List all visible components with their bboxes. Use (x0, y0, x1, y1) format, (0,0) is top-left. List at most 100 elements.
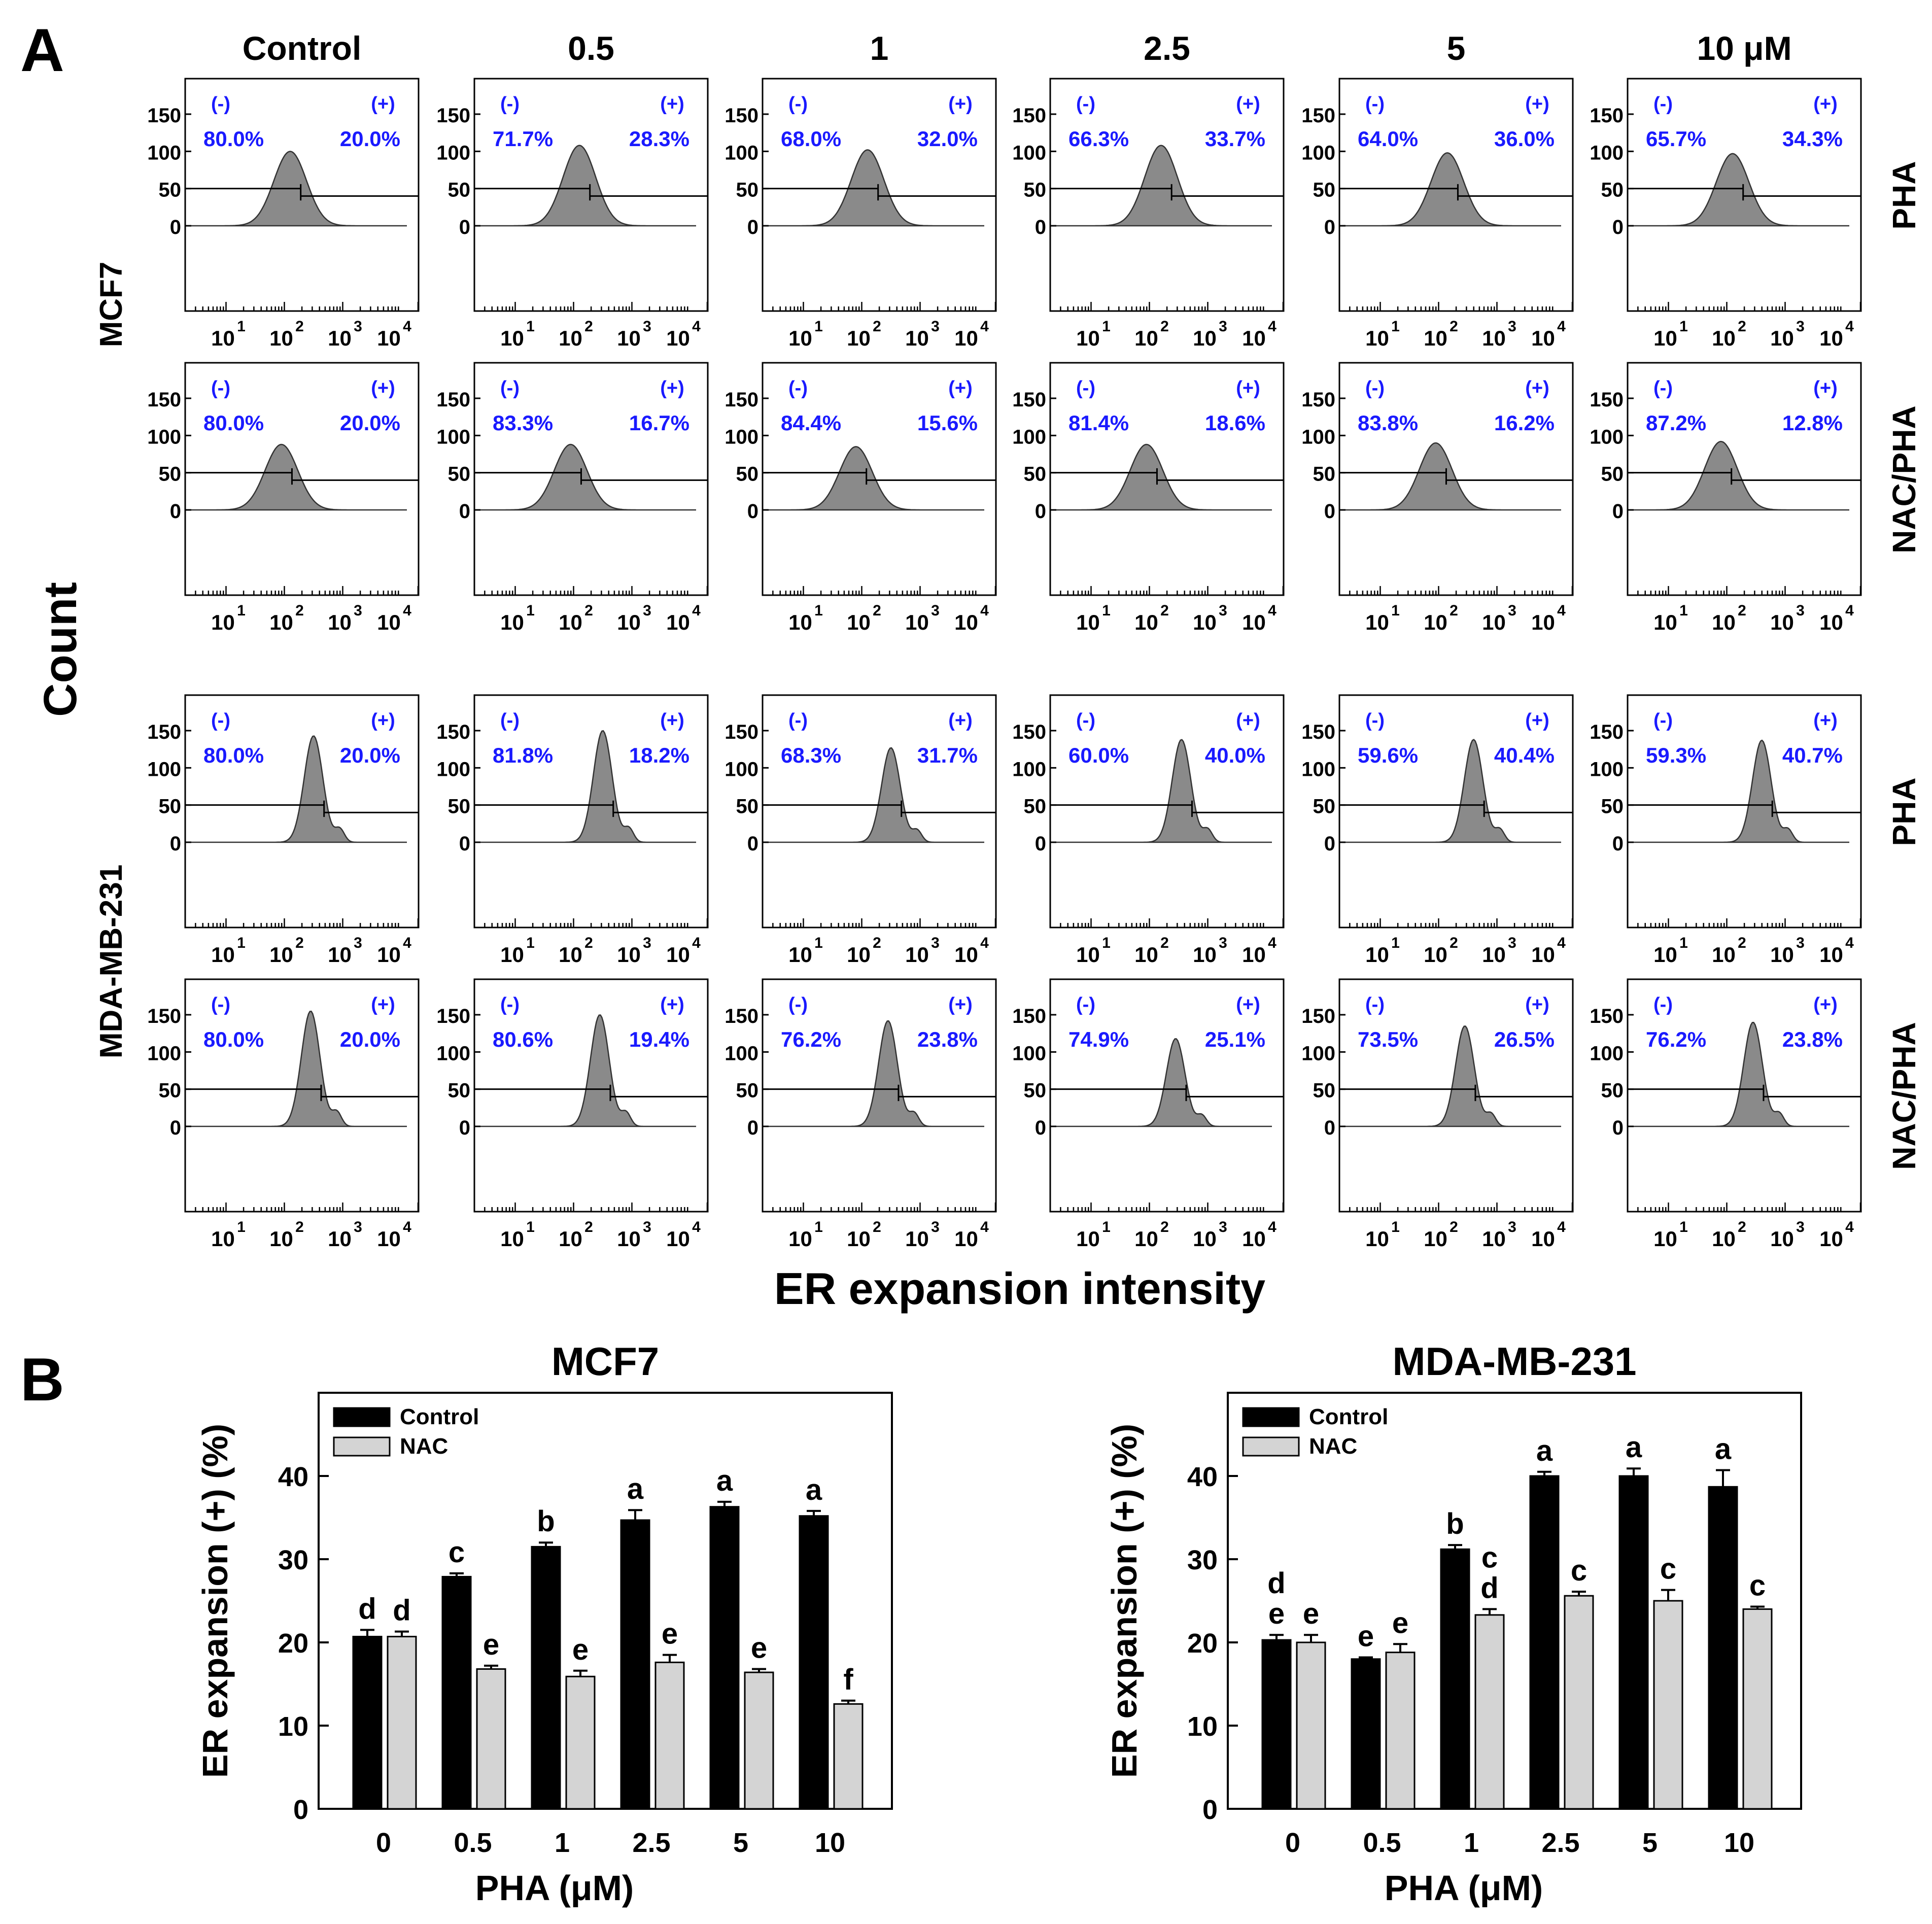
x-tick-label: 10 (269, 326, 293, 350)
x-tick-exponent: 4 (1845, 935, 1854, 951)
gate-positive-label: (+) (948, 994, 973, 1015)
y-tick-label: 0 (170, 216, 181, 238)
column-header: 1 (870, 29, 889, 67)
x-tick-exponent: 2 (295, 1219, 304, 1235)
x-tick-label: 10 (1076, 943, 1100, 967)
gate-positive-label: (+) (1525, 93, 1549, 115)
x-tick-exponent: 4 (980, 318, 989, 335)
x-tick-exponent: 1 (237, 318, 246, 335)
x-tick-label: 10 (211, 1227, 235, 1251)
y-tick-label: 100 (1012, 142, 1046, 164)
positive-percentage: 34.3% (1782, 127, 1843, 151)
x-tick-label: 10 (954, 943, 978, 967)
gate-negative-label: (-) (1076, 994, 1095, 1015)
significance-letter: c (1660, 1553, 1676, 1586)
x-tick-exponent: 2 (1450, 602, 1458, 619)
negative-percentage: 80.0% (203, 411, 264, 435)
x-tick-label: 10 (905, 610, 929, 634)
histogram-area (185, 735, 407, 843)
y-tick-label: 0 (1035, 500, 1046, 523)
x-tick-label: 10 (617, 610, 641, 634)
x-tick-exponent: 1 (526, 318, 535, 335)
y-tick-label: 50 (1313, 463, 1336, 486)
negative-percentage: 74.9% (1068, 1027, 1129, 1051)
histogram-area (1050, 443, 1272, 511)
row-label-mda-nac-pha: NAC/PHA (1886, 1022, 1922, 1170)
gate-negative-label: (-) (1076, 377, 1095, 399)
negative-percentage: 87.2% (1646, 411, 1706, 435)
negative-percentage: 65.7% (1646, 127, 1706, 151)
y-axis-title: ER expansion (+) (%) (1105, 1424, 1144, 1778)
x-tick-exponent: 1 (1679, 318, 1688, 335)
x-tick-label: 10 (1819, 1227, 1843, 1251)
y-tick-label: 50 (736, 179, 759, 201)
x-tick-label: 10 (1134, 326, 1158, 350)
positive-percentage: 20.0% (340, 127, 400, 151)
x-tick-exponent: 2 (1738, 1219, 1746, 1235)
y-tick-label: 100 (724, 426, 758, 448)
x-tick-exponent: 4 (980, 1219, 989, 1235)
gate-negative-label: (-) (500, 710, 520, 731)
bar-chart-title: MDA-MB-231 (1392, 1339, 1636, 1384)
y-tick-label: 0 (747, 216, 758, 238)
significance-letter: b (537, 1505, 555, 1538)
bar-nac (1385, 1652, 1416, 1810)
x-tick-label: 10 (905, 1227, 929, 1251)
gate-positive-label: (+) (1813, 710, 1838, 731)
x-tick-label: 10 (559, 326, 582, 350)
x-tick-exponent: 1 (1102, 935, 1111, 951)
negative-percentage: 71.7% (493, 127, 553, 151)
bar-control (1529, 1475, 1560, 1810)
y-tick-label: 0 (1324, 216, 1335, 238)
legend-swatch (1242, 1407, 1300, 1427)
bar-control (799, 1515, 829, 1810)
gate-negative-label: (-) (788, 994, 808, 1015)
x-tick-label: 10 (788, 943, 812, 967)
y-tick-label: 100 (147, 426, 181, 448)
histogram-area (1339, 1025, 1561, 1127)
x-tick-exponent: 4 (1557, 318, 1566, 335)
y-tick-label: 50 (159, 796, 182, 818)
x-tick-label: 10 (847, 326, 871, 350)
x-tick-exponent: 1 (1679, 935, 1688, 951)
x-tick-exponent: 4 (403, 935, 411, 951)
y-tick-label: 100 (1590, 1042, 1624, 1064)
x-tick-exponent: 1 (1391, 318, 1400, 335)
y-tick-label: 50 (1024, 463, 1047, 486)
x-tick-label: 10 (847, 610, 871, 634)
y-tick-label: 100 (1012, 1042, 1046, 1064)
y-tick-label: 0 (293, 1795, 308, 1825)
x-tick-label: 10 (1712, 326, 1736, 350)
negative-percentage: 60.0% (1068, 743, 1129, 767)
y-tick-label: 0 (1035, 833, 1046, 855)
significance-letter: c (1571, 1554, 1587, 1587)
x-tick-exponent: 2 (1450, 1219, 1458, 1235)
x-tick-exponent: 3 (1508, 935, 1516, 951)
x-tick-exponent: 2 (1738, 602, 1746, 619)
x-tick-exponent: 4 (403, 318, 411, 335)
y-tick-label: 150 (1012, 105, 1046, 127)
y-tick-label: 10 (1187, 1711, 1218, 1742)
negative-percentage: 80.0% (203, 127, 264, 151)
y-tick-label: 100 (724, 1042, 758, 1064)
x-category-label: 10 (1724, 1828, 1754, 1858)
positive-percentage: 18.6% (1205, 411, 1265, 435)
y-tick-label: 100 (436, 426, 470, 448)
y-tick-label: 100 (1590, 758, 1624, 780)
legend-label: NAC (1309, 1434, 1357, 1459)
y-tick-label: 150 (724, 721, 758, 743)
y-axis-title: ER expansion (+) (%) (195, 1424, 235, 1778)
y-tick-label: 0 (459, 833, 470, 855)
y-tick-label: 100 (436, 758, 470, 780)
positive-percentage: 25.1% (1205, 1027, 1265, 1051)
x-tick-exponent: 2 (1450, 935, 1458, 951)
x-tick-label: 10 (1365, 326, 1389, 350)
significance-letter: c (1481, 1541, 1498, 1574)
y-tick-label: 0 (459, 500, 470, 523)
